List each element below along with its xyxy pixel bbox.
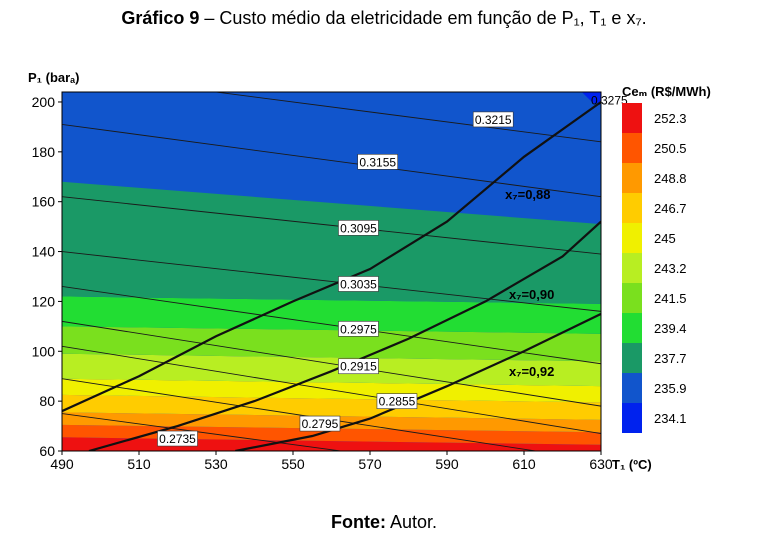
colorbar-label: 234.1 xyxy=(654,411,687,426)
colorbar-label: 252.3 xyxy=(654,111,687,126)
contour-label-box xyxy=(357,154,399,170)
iso-cost-line-0.3215 xyxy=(212,92,601,143)
x-tick-label: 510 xyxy=(127,456,151,472)
quality-label: x₇=0,92 xyxy=(509,364,554,379)
x-tick-label: 530 xyxy=(204,456,228,472)
iso-cost-line-0.2855 xyxy=(62,345,601,434)
quality-label: x₇=0,90 xyxy=(509,287,554,302)
band-250.5 xyxy=(62,424,601,445)
figure-caption: Gráfico 9 – Custo médio da eletricidade … xyxy=(0,8,768,29)
contour-label-box xyxy=(376,393,418,409)
colorbar-swatch xyxy=(622,103,642,133)
band-234.1 xyxy=(581,92,601,104)
x-tick-label: 630 xyxy=(589,456,613,472)
colorbar-label: 241.5 xyxy=(654,291,687,306)
contour-label: 0.2855 xyxy=(379,395,416,409)
source-label: Fonte: xyxy=(330,512,386,532)
colorbar-swatch xyxy=(622,343,642,373)
iso-cost-line-0.2915 xyxy=(62,320,601,407)
contour-label-box xyxy=(338,321,379,337)
band-237.7 xyxy=(62,181,601,304)
colorbar-swatch xyxy=(622,373,642,403)
y-tick-label: 120 xyxy=(32,293,56,309)
contour-label-box xyxy=(472,111,514,128)
quality-line-1 xyxy=(62,101,601,413)
iso-cost-line-0.2975 xyxy=(62,286,601,365)
x-tick-label: 570 xyxy=(358,456,382,472)
colorbar-swatch xyxy=(622,313,642,343)
figure-source: Fonte: Autor. xyxy=(0,512,768,533)
colorbar-swatch xyxy=(622,163,642,193)
contour-label-box xyxy=(299,415,341,432)
y-tick-label: 60 xyxy=(39,443,55,459)
contour-label: 0.2975 xyxy=(340,322,377,336)
contour-label: 0.2795 xyxy=(302,417,339,431)
contour-label: 0.3035 xyxy=(340,277,377,291)
contour-label: 0.3275 xyxy=(591,94,628,108)
plot-area xyxy=(62,92,601,451)
contour-chart: 0.2735 0.2795 0.2855 0.2915 0.2975 0.3035 0.30… xyxy=(28,70,711,472)
colorbar-swatch xyxy=(622,223,642,253)
caption-text: – Custo médio da eletricidade em função … xyxy=(199,8,647,28)
y-tick-label: 80 xyxy=(39,393,55,409)
contour-label: 0.2915 xyxy=(340,360,377,374)
contour-label-box xyxy=(338,358,379,375)
plot-frame xyxy=(61,91,602,452)
colorbar-swatch xyxy=(622,133,642,163)
colorbar-label: 243.2 xyxy=(654,261,687,276)
colorbar-label: 246.7 xyxy=(654,201,687,216)
x-axis-title: T₁ (ºC) xyxy=(612,457,652,472)
caption-number: Gráfico 9 xyxy=(121,8,200,28)
colorbar-title: Ceₘ (R$/MWh) xyxy=(622,84,711,99)
iso-cost-line-0.3155 xyxy=(62,123,601,198)
contour-label: 0.3215 xyxy=(475,113,512,127)
iso-cost-line-0.3095 xyxy=(62,196,601,255)
band-246.7 xyxy=(62,394,601,420)
colorbar-label: 250.5 xyxy=(654,141,687,156)
colorbar-label: 248.8 xyxy=(654,171,687,186)
colorbar-label: 245 xyxy=(654,231,676,246)
contour-label-box xyxy=(338,220,379,236)
colorbar-swatch xyxy=(622,283,642,313)
contour-label: 0.3155 xyxy=(359,155,396,169)
x-tick-label: 550 xyxy=(281,456,305,472)
colorbar-label: 235.9 xyxy=(654,381,687,396)
source-text: Autor. xyxy=(385,512,438,532)
quality-label: x₇=0,88 xyxy=(505,187,550,202)
y-tick-label: 140 xyxy=(32,244,56,260)
y-axis-title: P₁ (barₐ) xyxy=(28,70,79,85)
iso-cost-line-0.3035 xyxy=(62,251,601,312)
y-tick-label: 100 xyxy=(32,343,56,359)
colorbar-swatch xyxy=(622,403,642,433)
x-tick-label: 590 xyxy=(435,456,459,472)
y-tick-label: 180 xyxy=(32,144,56,160)
colorbar-swatch xyxy=(622,193,642,223)
contour-label: 0.2735 xyxy=(159,432,196,446)
contour-label-box xyxy=(338,276,379,292)
y-tick-label: 200 xyxy=(32,94,56,110)
x-tick-label: 490 xyxy=(50,456,74,472)
iso-cost-line-0.2735 xyxy=(62,413,345,451)
y-tick-label: 160 xyxy=(32,194,56,210)
colorbar-swatch xyxy=(622,253,642,283)
contour-label: 0.3095 xyxy=(340,221,377,235)
x-tick-label: 610 xyxy=(512,456,536,472)
colorbar-label: 239.4 xyxy=(654,321,687,336)
colorbar-label: 237.7 xyxy=(654,351,687,366)
quality-line-2 xyxy=(88,220,601,451)
contour-label-box xyxy=(157,430,198,447)
band-241.5 xyxy=(62,326,601,362)
